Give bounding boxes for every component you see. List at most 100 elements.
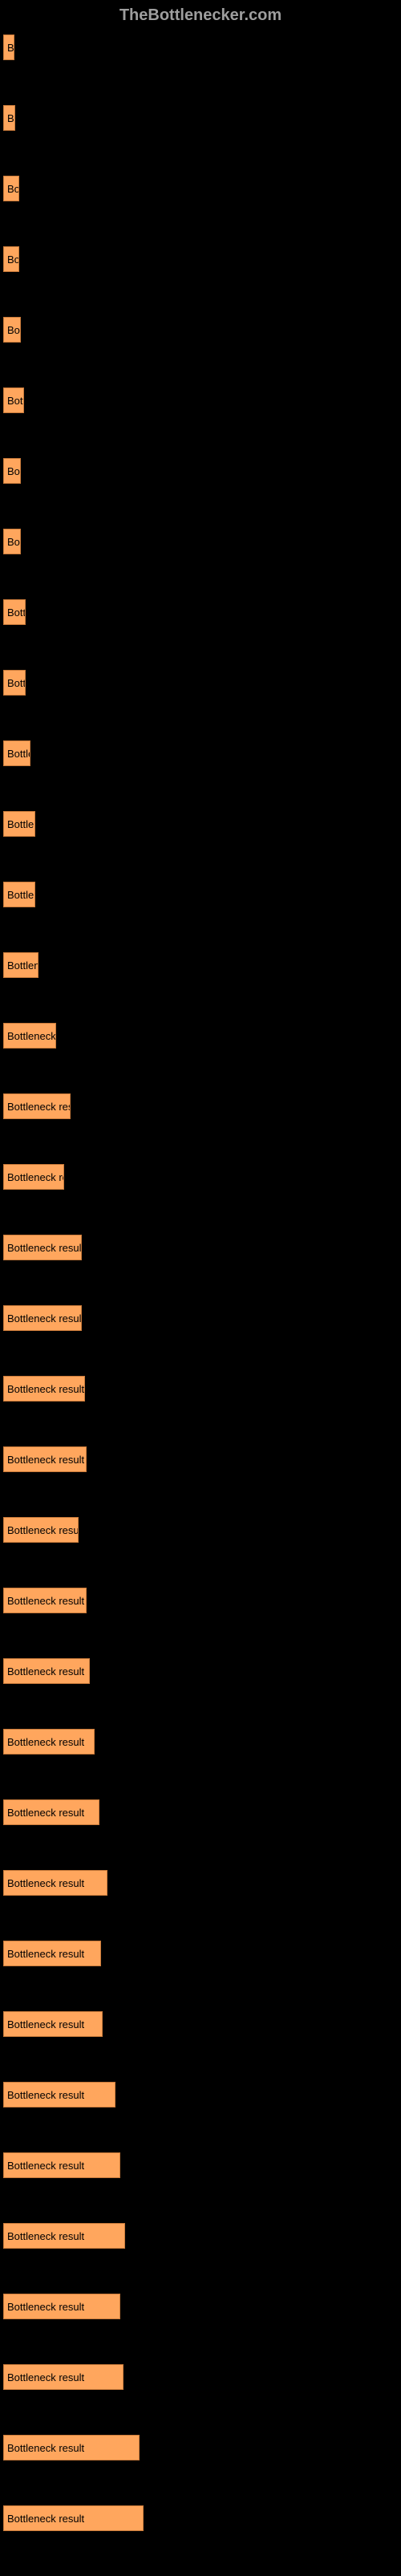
bar-label: Bottleneck result — [7, 2301, 84, 2313]
bar-row: Bottleneck result — [3, 2011, 398, 2037]
bar-row: Bottleneck result — [3, 2082, 398, 2107]
bar-label: Bottleneck result — [7, 1807, 84, 1819]
bar-row: Bottleneck result — [3, 952, 398, 978]
bar: Bottleneck result — [3, 1446, 87, 1472]
bar-label: Bottleneck result — [7, 1171, 64, 1183]
bar-label: Bottleneck result — [7, 1736, 84, 1748]
bar: Bottleneck result — [3, 1023, 56, 1049]
bar-label: Bottleneck result — [7, 254, 19, 266]
bar: Bottleneck result — [3, 1729, 95, 1755]
bar-label: Bottleneck result — [7, 2442, 84, 2454]
bar-label: Bottleneck result — [7, 42, 14, 54]
bar-label: Bottleneck result — [7, 818, 35, 830]
bar-label: Bottleneck result — [7, 889, 35, 901]
bar-label: Bottleneck result — [7, 1383, 84, 1395]
bar-label: Bottleneck result — [7, 1312, 82, 1325]
bar: Bottleneck result — [3, 2223, 125, 2249]
bar-label: Bottleneck result — [7, 2160, 84, 2172]
bar-label: Bottleneck result — [7, 748, 30, 760]
bar-row: Bottleneck result — [3, 34, 398, 60]
bar-row: Bottleneck result — [3, 1093, 398, 1119]
bar: Bottleneck result — [3, 2364, 124, 2390]
bar-row: Bottleneck result — [3, 1870, 398, 1896]
bar: Bottleneck result — [3, 458, 21, 484]
bar-label: Bottleneck result — [7, 112, 15, 124]
bar-row: Bottleneck result — [3, 1658, 398, 1684]
bar-label: Bottleneck result — [7, 183, 19, 195]
bar-label: Bottleneck result — [7, 1524, 79, 1536]
bar-label: Bottleneck result — [7, 1665, 84, 1677]
bar-row: Bottleneck result — [3, 740, 398, 766]
bar: Bottleneck result — [3, 176, 19, 201]
bar-row: Bottleneck result — [3, 176, 398, 201]
bar-row: Bottleneck result — [3, 1799, 398, 1825]
bar-row: Bottleneck result — [3, 670, 398, 696]
bar-label: Bottleneck result — [7, 2230, 84, 2242]
bar-label: Bottleneck result — [7, 2513, 84, 2525]
bar: Bottleneck result — [3, 811, 35, 837]
bar-row: Bottleneck result — [3, 529, 398, 554]
bar: Bottleneck result — [3, 2294, 120, 2319]
bar-label: Bottleneck result — [7, 324, 21, 336]
bar: Bottleneck result — [3, 1588, 87, 1613]
bar: Bottleneck result — [3, 1093, 71, 1119]
bar: Bottleneck result — [3, 529, 21, 554]
site-title: TheBottlenecker.com — [119, 6, 282, 24]
bar-label: Bottleneck result — [7, 1454, 84, 1466]
bar: Bottleneck result — [3, 2082, 115, 2107]
bar-row: Bottleneck result — [3, 317, 398, 343]
bar-row: Bottleneck result — [3, 458, 398, 484]
bar: Bottleneck result — [3, 1164, 64, 1190]
bar-row: Bottleneck result — [3, 2223, 398, 2249]
bar-chart: Bottleneck result Bottleneck result Bottle… — [0, 34, 401, 2531]
bar: Bottleneck result — [3, 1305, 82, 1331]
bar-label: Bottleneck result — [7, 1948, 84, 1960]
bar: Bottleneck result — [3, 105, 15, 131]
bar: Bottleneck result — [3, 952, 38, 978]
bar-label: Bottleneck result — [7, 1242, 82, 1254]
bar-row: Bottleneck result — [3, 2294, 398, 2319]
bar: Bottleneck result — [3, 2505, 144, 2531]
bar-row: Bottleneck result — [3, 105, 398, 131]
bar: Bottleneck result — [3, 2435, 140, 2460]
bar-row: Bottleneck result — [3, 2505, 398, 2531]
bar: Bottleneck result — [3, 317, 21, 343]
bar-row: Bottleneck result — [3, 1376, 398, 1402]
bar: Bottleneck result — [3, 2152, 120, 2178]
bar-label: Bottleneck result — [7, 536, 21, 548]
bar-label: Bottleneck result — [7, 1877, 84, 1889]
bar-row: Bottleneck result — [3, 1305, 398, 1331]
bar-label: Bottleneck result — [7, 2371, 84, 2383]
bar-row: Bottleneck result — [3, 1164, 398, 1190]
bar-row: Bottleneck result — [3, 246, 398, 272]
bar-label: Bottleneck result — [7, 677, 26, 689]
bar-label: Bottleneck result — [7, 2089, 84, 2101]
bar: Bottleneck result — [3, 1799, 99, 1825]
bar-row: Bottleneck result — [3, 1446, 398, 1472]
bar-row: Bottleneck result — [3, 882, 398, 907]
bar: Bottleneck result — [3, 599, 26, 625]
bar: Bottleneck result — [3, 246, 19, 272]
bar-label: Bottleneck result — [7, 395, 24, 407]
bar-label: Bottleneck result — [7, 1101, 71, 1113]
bar-row: Bottleneck result — [3, 2435, 398, 2460]
bar: Bottleneck result — [3, 2011, 103, 2037]
bar: Bottleneck result — [3, 1376, 85, 1402]
bar-row: Bottleneck result — [3, 811, 398, 837]
bar: Bottleneck result — [3, 1941, 101, 1966]
bar-label: Bottleneck result — [7, 1595, 84, 1607]
bar-row: Bottleneck result — [3, 1235, 398, 1260]
bar-label: Bottleneck result — [7, 465, 21, 477]
bar-label: Bottleneck result — [7, 1030, 56, 1042]
bar: Bottleneck result — [3, 1870, 107, 1896]
bar: Bottleneck result — [3, 34, 14, 60]
bar-row: Bottleneck result — [3, 2364, 398, 2390]
bar: Bottleneck result — [3, 882, 35, 907]
bar-label: Bottleneck result — [7, 606, 26, 619]
bar-row: Bottleneck result — [3, 1588, 398, 1613]
bar-row: Bottleneck result — [3, 1729, 398, 1755]
bar-row: Bottleneck result — [3, 599, 398, 625]
bar-row: Bottleneck result — [3, 2152, 398, 2178]
header: TheBottlenecker.com — [0, 0, 401, 34]
bar-row: Bottleneck result — [3, 1023, 398, 1049]
